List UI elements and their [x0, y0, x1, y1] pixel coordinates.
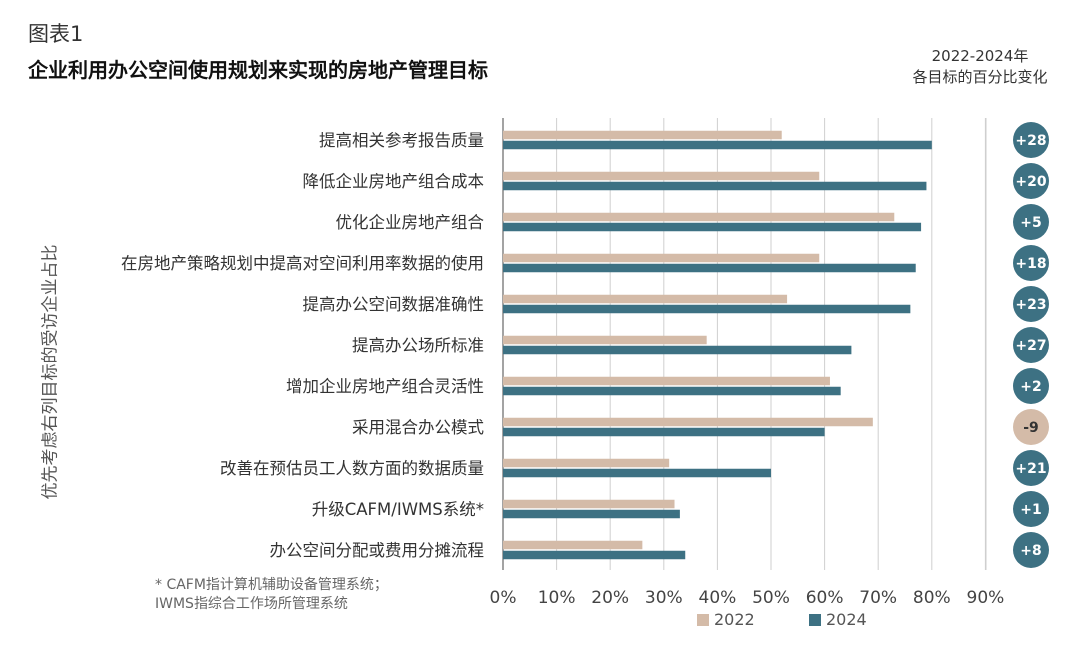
change-header-line1: 2022-2024年: [931, 47, 1029, 65]
bar-2024: [503, 140, 932, 150]
change-badge-label: +8: [1020, 543, 1041, 559]
change-badge: [1013, 286, 1049, 322]
category-label: 增加企业房地产组合灵活性: [286, 377, 484, 396]
category-label: 改善在预估员工人数方面的数据质量: [220, 459, 484, 478]
change-badge: [1013, 327, 1049, 363]
change-badge-label: +5: [1020, 215, 1041, 231]
bar-2022: [503, 540, 643, 550]
category-label: 降低企业房地产组合成本: [303, 172, 485, 191]
category-label: 升级CAFM/IWMS系统*: [312, 500, 484, 519]
bar-2024: [503, 427, 825, 437]
change-badge: [1013, 450, 1049, 486]
footnote-line2: IWMS指综合工作场所管理系统: [155, 596, 348, 612]
figure-label: 图表1: [28, 22, 84, 46]
x-tick-label: 40%: [699, 588, 737, 608]
change-badge-label: +1: [1020, 502, 1041, 518]
legend-label-2024: 2024: [826, 610, 867, 629]
legend-swatch-2022: [697, 614, 709, 626]
x-tick-label: 70%: [859, 588, 897, 608]
x-tick-label: 0%: [490, 588, 517, 608]
bar-2024: [503, 263, 916, 273]
bar-2022: [503, 458, 670, 468]
x-tick-label: 50%: [752, 588, 790, 608]
x-tick-label: 60%: [806, 588, 844, 608]
bar-2024: [503, 345, 852, 355]
category-label: 优化企业房地产组合: [336, 213, 485, 232]
bar-2022: [503, 376, 830, 386]
category-label: 在房地产策略规划中提高对空间利用率数据的使用: [121, 254, 484, 273]
change-badge: [1013, 245, 1049, 281]
bar-2024: [503, 386, 841, 396]
bar-2022: [503, 335, 707, 345]
change-badge: [1013, 532, 1049, 568]
footnote-line1: * CAFM指计算机辅助设备管理系统；: [155, 577, 388, 593]
change-badge-label: +20: [1015, 174, 1046, 190]
bar-2022: [503, 499, 675, 509]
change-badge: [1013, 409, 1049, 445]
change-badge-label: +21: [1015, 461, 1046, 477]
legend-swatch-2024: [809, 614, 821, 626]
change-badge-label: +28: [1015, 133, 1046, 149]
change-badge-label: +23: [1015, 297, 1046, 313]
change-badge-label: -9: [1023, 420, 1039, 436]
bar-2022: [503, 212, 895, 222]
bar-2022: [503, 253, 820, 263]
bar-2022: [503, 130, 782, 140]
legend-label-2022: 2022: [714, 610, 755, 629]
chart-title: 企业利用办公空间使用规划来实现的房地产管理目标: [28, 58, 488, 82]
bar-2022: [503, 294, 788, 304]
change-badge: [1013, 122, 1049, 158]
bar-2022: [503, 171, 820, 181]
bar-2024: [503, 304, 911, 314]
bar-2024: [503, 181, 927, 191]
bar-2022: [503, 417, 873, 427]
change-column-header: 2022-2024年 各目标的百分比变化: [880, 46, 1080, 88]
change-badge-label: +18: [1015, 256, 1046, 272]
x-tick-label: 90%: [967, 588, 1005, 608]
x-tick-label: 80%: [913, 588, 951, 608]
x-tick-label: 20%: [591, 588, 629, 608]
change-header-line2: 各目标的百分比变化: [912, 68, 1048, 86]
change-badge-label: +27: [1015, 338, 1046, 354]
bar-2024: [503, 550, 686, 560]
x-tick-label: 10%: [538, 588, 576, 608]
bar-2024: [503, 468, 771, 478]
change-badge: [1013, 204, 1049, 240]
x-tick-label: 30%: [645, 588, 683, 608]
footnote: * CAFM指计算机辅助设备管理系统； IWMS指综合工作场所管理系统: [155, 576, 388, 614]
change-badge: [1013, 368, 1049, 404]
category-label: 提高办公空间数据准确性: [303, 295, 485, 314]
change-badge: [1013, 163, 1049, 199]
category-label: 办公空间分配或费用分摊流程: [270, 541, 485, 560]
category-label: 提高相关参考报告质量: [319, 131, 484, 150]
category-label: 采用混合办公模式: [352, 418, 484, 437]
category-label: 提高办公场所标准: [352, 336, 484, 355]
bar-2024: [503, 222, 922, 232]
change-badge: [1013, 491, 1049, 527]
bar-2024: [503, 509, 680, 519]
change-badge-label: +2: [1020, 379, 1041, 395]
